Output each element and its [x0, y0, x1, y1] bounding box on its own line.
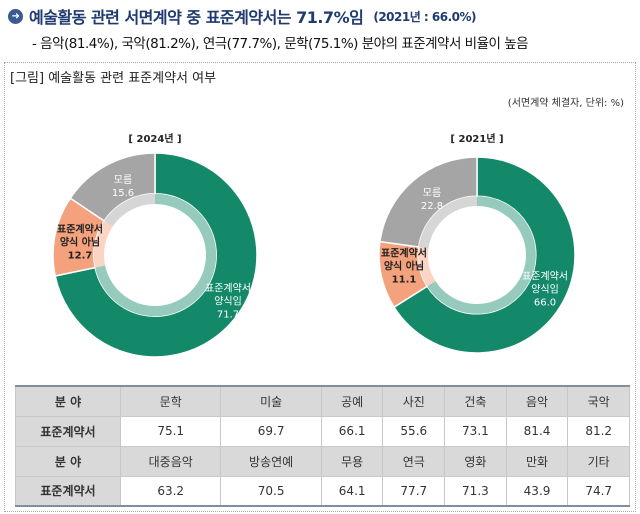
label-2024-not-standard: 표준계약서 양식 아님 12.7 [57, 224, 103, 262]
table-row: 분 야 문학 미술 공예 사진 건축 음악 국악 [15, 385, 630, 417]
donut-inner-ring-unknown [418, 196, 477, 249]
figure-title: [그림] 예술활동 관련 표준계약서 여부 [10, 71, 217, 86]
field-cell: 방송연예 [220, 445, 322, 477]
field-cell: 건축 [444, 385, 507, 417]
field-cell: 문학 [119, 385, 222, 417]
field-cell: 대중음악 [119, 445, 222, 477]
unit-note: (서면계약 체결자, 단위: %) [507, 98, 624, 109]
field-cell: 사진 [382, 385, 446, 417]
field-cell: 음악 [505, 385, 569, 417]
value-cell: 81.2 [567, 415, 630, 447]
row-header: 표준계약서 [15, 415, 121, 447]
headline-text: 예술활동 관련 서면계약 중 표준계약서는 71.7%임 [29, 8, 364, 27]
field-cell: 무용 [320, 445, 384, 477]
donut-inner-ring-not-standard [93, 220, 113, 268]
field-cell: 만화 [505, 445, 569, 477]
row-header: 분 야 [15, 445, 121, 477]
donut-slice-unknown [379, 156, 478, 248]
figure-box [4, 62, 636, 512]
value-cell: 70.5 [220, 475, 322, 507]
label-2021-standard: 표준계약서 양식임 66.0 [522, 271, 568, 309]
value-cell: 75.1 [119, 415, 222, 447]
value-cell: 43.9 [505, 475, 569, 507]
field-cell: 공예 [320, 385, 384, 417]
table-row: 표준계약서 75.1 69.7 66.1 55.6 73.1 81.4 81.2 [15, 415, 630, 447]
value-cell: 71.3 [444, 475, 507, 507]
value-cell: 64.1 [320, 475, 384, 507]
field-cell: 연극 [382, 445, 446, 477]
chart-title-2024: [ 2024년 ] [128, 134, 182, 145]
row-header: 표준계약서 [15, 475, 121, 507]
value-cell: 81.4 [505, 415, 569, 447]
chart-title-2021: [ 2021년 ] [450, 134, 504, 145]
label-2024-unknown: 모름 15.6 [111, 175, 135, 199]
value-cell: 73.1 [444, 415, 507, 447]
value-cell: 77.7 [382, 475, 446, 507]
field-cell: 영화 [444, 445, 507, 477]
table-row: 표준계약서 63.2 70.5 64.1 77.7 71.3 43.9 74.7 [15, 475, 630, 507]
arrow-right-icon: ➜ [8, 8, 23, 24]
value-cell: 74.7 [567, 475, 630, 507]
row-header: 분 야 [15, 385, 121, 417]
field-table: 분 야 문학 미술 공예 사진 건축 음악 국악 표준계약서 75.1 69.7 66.1 55.… [15, 385, 630, 507]
value-cell: 55.6 [382, 415, 446, 447]
donut-slice-standard [54, 152, 258, 358]
label-2021-unknown: 모름 22.8 [420, 188, 444, 212]
donut-inner-ring-not-standard [418, 246, 436, 287]
headline: ➜ 예술활동 관련 서면계약 중 표준계약서는 71.7%임 (2021년 : … [8, 4, 477, 28]
headline-note: (2021년 : 66.0%) [373, 9, 477, 24]
donut-slice-unknown [69, 152, 156, 222]
table-row: 분 야 대중음악 방송연예 무용 연극 영화 만화 기타 [15, 445, 630, 477]
field-cell: 기타 [567, 445, 630, 477]
donut-inner-ring-unknown [104, 193, 155, 227]
field-cell: 국악 [567, 385, 630, 417]
value-cell: 66.1 [320, 415, 384, 447]
label-2021-not-standard: 표준계약서 양식 아님 11.1 [381, 248, 427, 286]
value-cell: 69.7 [220, 415, 322, 447]
label-2024-standard: 표준계약서 양식임 71.7 [205, 283, 251, 321]
donut-slice-standard [393, 156, 576, 354]
summary-line: - 음악(81.4%), 국악(81.2%), 연극(77.7%), 문학(75… [32, 36, 529, 52]
field-cell: 미술 [220, 385, 322, 417]
value-cell: 63.2 [119, 475, 222, 507]
